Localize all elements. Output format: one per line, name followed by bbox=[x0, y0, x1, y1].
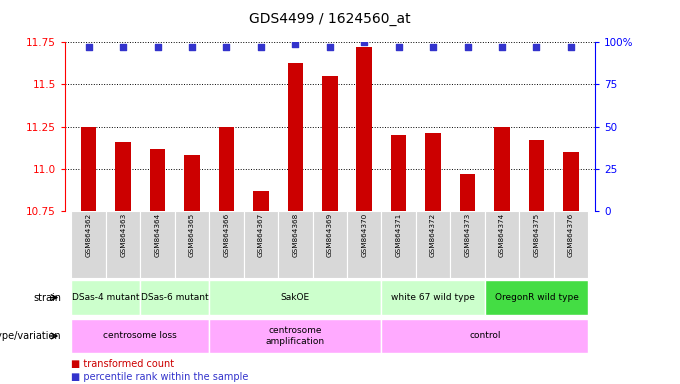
Bar bbox=[356, 47, 372, 211]
Bar bbox=[253, 191, 269, 211]
Point bbox=[496, 44, 507, 50]
Text: control: control bbox=[469, 331, 500, 341]
Bar bbox=[460, 174, 475, 211]
Point bbox=[290, 41, 301, 47]
Text: GSM864362: GSM864362 bbox=[86, 213, 92, 257]
Text: GSM864367: GSM864367 bbox=[258, 213, 264, 257]
Text: genotype/variation: genotype/variation bbox=[0, 331, 61, 341]
Text: GSM864365: GSM864365 bbox=[189, 213, 195, 257]
Text: GSM864375: GSM864375 bbox=[533, 213, 539, 257]
Text: GSM864370: GSM864370 bbox=[361, 213, 367, 257]
Text: GSM864372: GSM864372 bbox=[430, 213, 436, 257]
Bar bbox=[209, 211, 243, 278]
Text: ■ percentile rank within the sample: ■ percentile rank within the sample bbox=[71, 372, 249, 382]
Bar bbox=[485, 280, 588, 315]
Bar bbox=[184, 156, 200, 211]
Point bbox=[221, 44, 232, 50]
Bar bbox=[209, 319, 381, 353]
Bar bbox=[106, 211, 140, 278]
Point bbox=[83, 44, 94, 50]
Bar bbox=[140, 280, 209, 315]
Text: GSM864368: GSM864368 bbox=[292, 213, 299, 257]
Text: GSM864374: GSM864374 bbox=[499, 213, 505, 257]
Point bbox=[428, 44, 439, 50]
Point bbox=[393, 44, 404, 50]
Bar bbox=[322, 76, 337, 211]
Bar bbox=[288, 63, 303, 211]
Bar bbox=[563, 152, 579, 211]
Text: OregonR wild type: OregonR wild type bbox=[494, 293, 579, 302]
Text: GSM864363: GSM864363 bbox=[120, 213, 126, 257]
Bar bbox=[494, 127, 510, 211]
Text: GSM864371: GSM864371 bbox=[396, 213, 402, 257]
Point bbox=[531, 44, 542, 50]
Bar bbox=[426, 134, 441, 211]
Text: GSM864373: GSM864373 bbox=[464, 213, 471, 257]
Text: GSM864376: GSM864376 bbox=[568, 213, 574, 257]
Bar bbox=[71, 319, 209, 353]
Point bbox=[152, 44, 163, 50]
Point bbox=[462, 44, 473, 50]
Bar bbox=[416, 211, 450, 278]
Bar bbox=[485, 211, 520, 278]
Point bbox=[359, 39, 370, 45]
Text: GDS4499 / 1624560_at: GDS4499 / 1624560_at bbox=[249, 12, 411, 25]
Text: strain: strain bbox=[33, 293, 61, 303]
Bar bbox=[313, 211, 347, 278]
Text: white 67 wild type: white 67 wild type bbox=[391, 293, 475, 302]
Text: SakOE: SakOE bbox=[281, 293, 310, 302]
Bar bbox=[150, 149, 165, 211]
Text: GSM864364: GSM864364 bbox=[154, 213, 160, 257]
Text: centrosome
amplification: centrosome amplification bbox=[266, 326, 325, 346]
Point bbox=[566, 44, 577, 50]
Bar bbox=[243, 211, 278, 278]
Bar bbox=[391, 135, 407, 211]
Text: GSM864369: GSM864369 bbox=[327, 213, 333, 257]
Bar bbox=[140, 211, 175, 278]
Point bbox=[186, 44, 197, 50]
Text: ■ transformed count: ■ transformed count bbox=[71, 359, 175, 369]
Bar bbox=[175, 211, 209, 278]
Point bbox=[256, 44, 267, 50]
Text: DSas-6 mutant: DSas-6 mutant bbox=[141, 293, 209, 302]
Bar bbox=[381, 319, 588, 353]
Text: GSM864366: GSM864366 bbox=[224, 213, 229, 257]
Bar bbox=[71, 280, 140, 315]
Bar bbox=[381, 280, 485, 315]
Point bbox=[324, 44, 335, 50]
Bar bbox=[528, 140, 544, 211]
Bar bbox=[81, 127, 97, 211]
Text: DSas-4 mutant: DSas-4 mutant bbox=[72, 293, 139, 302]
Bar bbox=[347, 211, 381, 278]
Point bbox=[118, 44, 129, 50]
Bar bbox=[71, 211, 106, 278]
Bar bbox=[520, 211, 554, 278]
Bar bbox=[219, 127, 234, 211]
Text: centrosome loss: centrosome loss bbox=[103, 331, 177, 341]
Bar bbox=[381, 211, 416, 278]
Bar bbox=[209, 280, 381, 315]
Bar bbox=[116, 142, 131, 211]
Bar bbox=[554, 211, 588, 278]
Bar bbox=[278, 211, 313, 278]
Bar bbox=[450, 211, 485, 278]
